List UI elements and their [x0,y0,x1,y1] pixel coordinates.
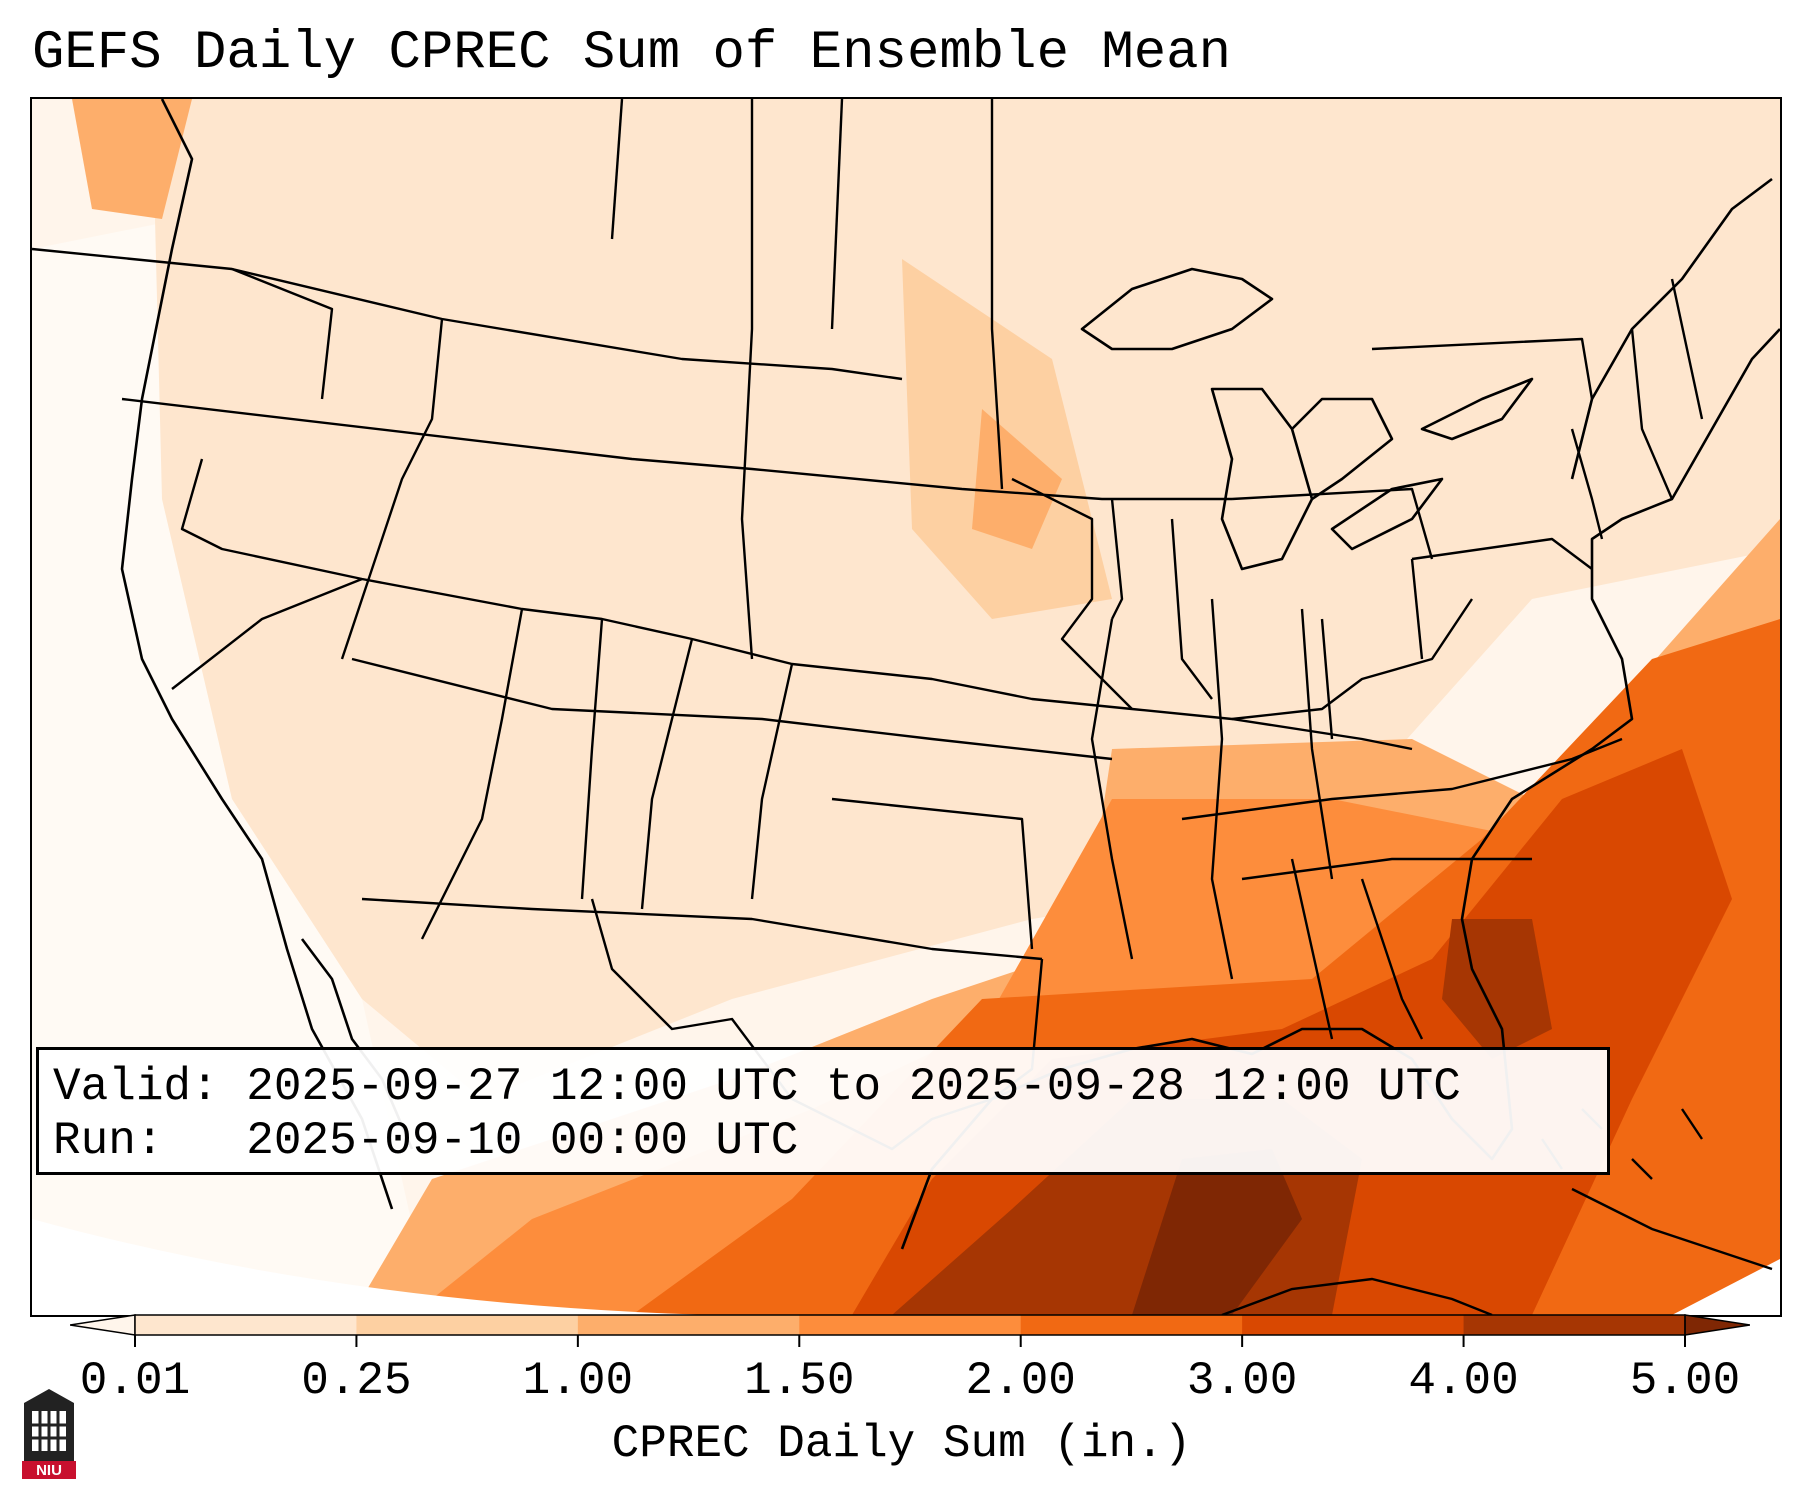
colorbar-segment [1242,1315,1465,1335]
run-value: 2025-09-10 00:00 UTC [246,1115,799,1167]
valid-row: Valid: 2025-09-27 12:00 UTC to 2025-09-2… [53,1060,1593,1114]
colorbar-tick-label: 5.00 [1629,1355,1741,1407]
colorbar-over-triangle [1684,1314,1750,1336]
colorbar-segment [1463,1315,1686,1335]
run-row: Run: 2025-09-10 00:00 UTC [53,1114,1593,1168]
colorbar [70,1314,1750,1347]
colorbar-segment [577,1315,800,1335]
pacific-low-field [32,219,432,1315]
colorbar-tick-label: 0.01 [79,1355,191,1407]
colorbar-tick-label: 4.00 [1408,1355,1519,1407]
projection-edge [1672,1259,1780,1315]
valid-value: 2025-09-27 12:00 UTC to 2025-09-28 12:00… [246,1061,1461,1113]
state-borders [32,99,1704,1151]
colorbar-tick-label: 0.25 [301,1355,412,1407]
colorbar-label: CPREC Daily Sum (in.) [611,1418,1192,1470]
niu-logo [22,1389,76,1479]
colorbar-segment [356,1315,579,1335]
colorbar-tick-label: 1.00 [522,1355,634,1407]
northwest-field [72,99,192,219]
map-title: GEFS Daily CPREC Sum of Ensemble Mean [32,23,1231,84]
colorbar-under-triangle [70,1314,136,1336]
gulf-peak-field [1132,1149,1302,1315]
midwest-core-field [972,409,1062,549]
colorbar-segment [1020,1315,1243,1335]
logo-text: NIU [36,1462,62,1479]
validity-info-box: Valid: 2025-09-27 12:00 UTC to 2025-09-2… [36,1047,1610,1175]
colorbar-segment [135,1315,357,1335]
colorbar-tick-label: 1.50 [744,1355,855,1407]
colorbar-tick-label: 3.00 [1186,1355,1298,1407]
valid-label: Valid: [53,1061,219,1113]
colorbar-segment [799,1315,1022,1335]
projection-edge [32,1219,932,1315]
run-label: Run: [53,1115,164,1167]
colorbar-tick-label: 2.00 [965,1355,1076,1407]
